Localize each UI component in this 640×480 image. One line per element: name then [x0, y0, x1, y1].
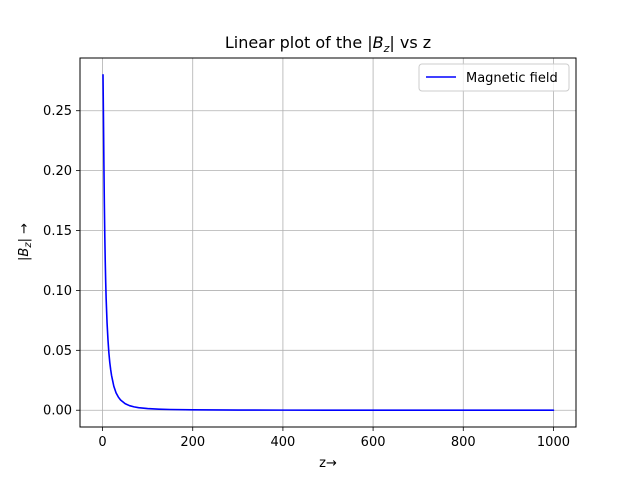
- legend-label: Magnetic field: [466, 71, 558, 86]
- y-tick-label: 0.15: [43, 224, 72, 239]
- series-line-magnetic-field: [102, 73, 555, 412]
- y-axis-label: |Bz| →: [17, 223, 34, 261]
- legend-frame: [418, 63, 570, 92]
- axes-background: [80, 58, 576, 427]
- legend: Magnetic field: [418, 63, 570, 92]
- x-tick-label: 1000: [537, 435, 570, 450]
- x-axis-label: z→: [319, 456, 337, 471]
- tick-layer: 0 200 400 600 800 1000 0.00 0.05 0.10 0.15 0.20 0.2…: [43, 104, 570, 450]
- x-tick-label: 800: [451, 435, 476, 450]
- x-tick-label: 400: [270, 435, 295, 450]
- chart-title: Linear plot of the |Bz| vs z: [225, 33, 431, 55]
- y-tick-label: 0.25: [43, 104, 72, 119]
- x-tick-label: 200: [180, 435, 205, 450]
- grid-layer: [80, 58, 576, 427]
- x-tick-label: 600: [361, 435, 386, 450]
- x-tick-label: 0: [98, 435, 106, 450]
- series-layer: [102, 73, 555, 412]
- y-tick-label: 0.10: [43, 284, 72, 299]
- y-tick-label: 0.00: [43, 404, 72, 419]
- y-tick-label: 0.20: [43, 164, 72, 179]
- y-tick-label: 0.05: [43, 344, 72, 359]
- axes-frame: [79, 57, 577, 428]
